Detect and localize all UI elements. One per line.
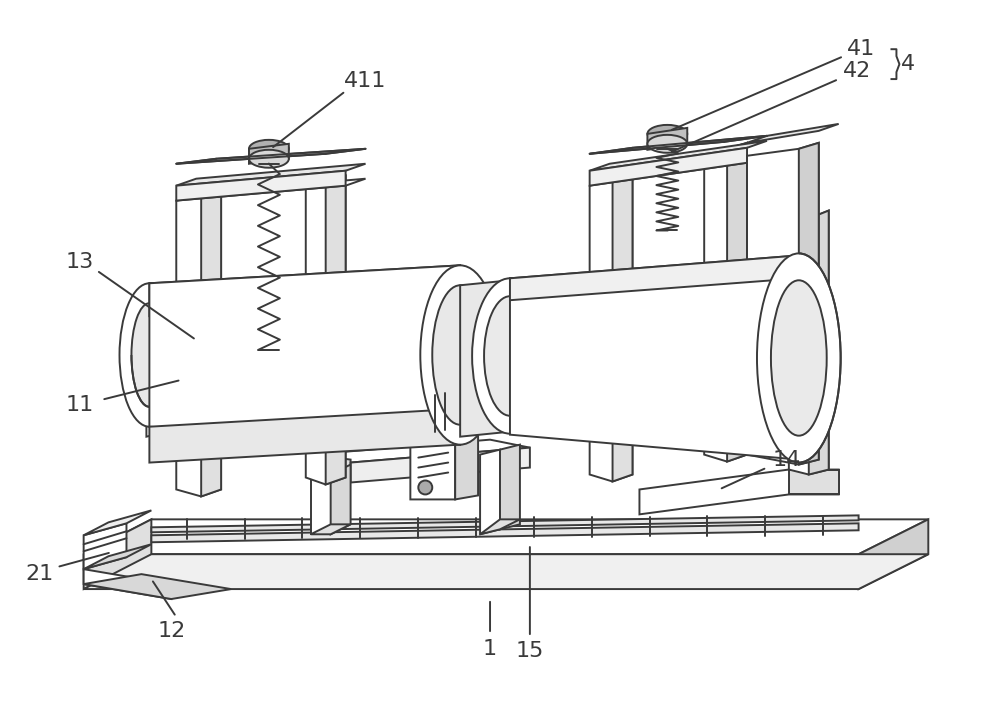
Ellipse shape <box>420 265 500 445</box>
Polygon shape <box>647 128 687 150</box>
Polygon shape <box>789 211 829 474</box>
Polygon shape <box>146 388 201 398</box>
Polygon shape <box>176 189 221 496</box>
Polygon shape <box>311 474 331 534</box>
Polygon shape <box>149 265 460 445</box>
Ellipse shape <box>249 140 289 158</box>
Polygon shape <box>410 432 478 442</box>
Polygon shape <box>480 450 500 534</box>
Polygon shape <box>799 143 819 464</box>
Polygon shape <box>789 469 839 494</box>
Text: 1: 1 <box>483 639 497 659</box>
Text: 4: 4 <box>901 54 915 74</box>
Polygon shape <box>331 464 351 534</box>
Text: 12: 12 <box>157 621 185 641</box>
Polygon shape <box>84 569 171 599</box>
Polygon shape <box>84 544 151 569</box>
Polygon shape <box>311 525 351 534</box>
Polygon shape <box>510 255 799 460</box>
Polygon shape <box>480 520 520 534</box>
Polygon shape <box>639 469 839 515</box>
Polygon shape <box>859 520 928 589</box>
Polygon shape <box>809 211 829 474</box>
Polygon shape <box>747 143 819 464</box>
Text: 13: 13 <box>66 252 94 272</box>
Ellipse shape <box>647 135 687 153</box>
Polygon shape <box>176 179 366 201</box>
Polygon shape <box>590 148 747 186</box>
Text: 15: 15 <box>516 641 544 661</box>
Polygon shape <box>149 265 460 316</box>
Ellipse shape <box>418 481 432 494</box>
Polygon shape <box>727 143 747 462</box>
Ellipse shape <box>120 284 179 427</box>
Ellipse shape <box>432 285 488 425</box>
Polygon shape <box>455 436 478 499</box>
Polygon shape <box>590 156 767 186</box>
Polygon shape <box>590 173 632 481</box>
Polygon shape <box>176 148 366 164</box>
Polygon shape <box>500 445 520 530</box>
Polygon shape <box>84 574 231 599</box>
Text: 41: 41 <box>846 39 875 59</box>
Polygon shape <box>613 173 632 481</box>
Polygon shape <box>149 409 460 462</box>
Text: 14: 14 <box>773 450 801 469</box>
Polygon shape <box>351 448 530 482</box>
Polygon shape <box>249 144 289 164</box>
Ellipse shape <box>472 279 548 433</box>
Polygon shape <box>311 455 351 479</box>
Polygon shape <box>410 438 455 499</box>
Text: 42: 42 <box>842 61 871 81</box>
Ellipse shape <box>757 253 841 462</box>
Polygon shape <box>590 136 767 154</box>
Text: 411: 411 <box>344 71 387 91</box>
Polygon shape <box>311 440 530 462</box>
Polygon shape <box>151 523 859 542</box>
Polygon shape <box>460 280 510 437</box>
Ellipse shape <box>484 296 536 416</box>
Ellipse shape <box>131 303 167 407</box>
Polygon shape <box>704 143 747 462</box>
Polygon shape <box>306 176 346 484</box>
Polygon shape <box>590 141 767 170</box>
Polygon shape <box>151 515 859 532</box>
Polygon shape <box>84 520 151 589</box>
Text: 21: 21 <box>26 564 54 584</box>
Polygon shape <box>84 554 928 589</box>
Polygon shape <box>146 398 176 437</box>
Polygon shape <box>201 189 221 496</box>
Text: 11: 11 <box>66 395 94 415</box>
Ellipse shape <box>249 150 289 168</box>
Polygon shape <box>84 510 151 535</box>
Ellipse shape <box>771 280 827 436</box>
Polygon shape <box>176 392 201 430</box>
Polygon shape <box>747 124 839 143</box>
Polygon shape <box>510 255 799 300</box>
Polygon shape <box>326 176 346 484</box>
Ellipse shape <box>647 125 687 143</box>
Polygon shape <box>176 170 346 201</box>
Polygon shape <box>176 164 366 186</box>
Polygon shape <box>84 523 126 569</box>
Polygon shape <box>84 520 928 554</box>
